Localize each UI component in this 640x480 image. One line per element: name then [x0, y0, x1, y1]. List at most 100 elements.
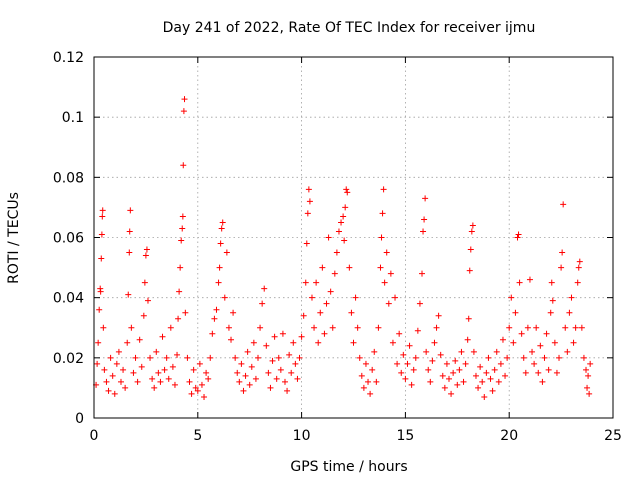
data-point: [95, 339, 102, 346]
data-point: [255, 354, 262, 361]
data-point: [184, 354, 191, 361]
data-point: [465, 315, 472, 322]
x-tick-label: 5: [193, 428, 202, 444]
data-point: [514, 234, 521, 241]
data-point: [487, 375, 494, 382]
data-point: [331, 270, 338, 277]
data-point: [109, 372, 116, 379]
data-point: [165, 375, 172, 382]
data-point: [196, 360, 203, 367]
data-point: [385, 300, 392, 307]
data-point: [99, 213, 106, 220]
data-point: [225, 324, 232, 331]
data-point: [340, 213, 347, 220]
data-point: [267, 384, 274, 391]
data-point: [248, 363, 255, 370]
data-point: [217, 240, 224, 247]
data-point: [379, 210, 386, 217]
data-point: [298, 333, 305, 340]
data-point: [265, 369, 272, 376]
data-point: [580, 354, 587, 361]
data-point: [381, 279, 388, 286]
data-point: [558, 264, 565, 271]
data-point: [228, 336, 235, 343]
data-point: [477, 363, 484, 370]
data-point: [375, 324, 382, 331]
data-point: [263, 342, 270, 349]
data-point: [423, 348, 430, 355]
data-point: [335, 228, 342, 235]
data-point: [223, 249, 230, 256]
data-point: [182, 309, 189, 316]
data-point: [99, 207, 106, 214]
axis-ticks: [93, 56, 614, 419]
data-point: [338, 219, 345, 226]
data-point: [190, 366, 197, 373]
data-point: [244, 348, 251, 355]
data-point: [421, 216, 428, 223]
data-point: [489, 387, 496, 394]
data-point: [380, 186, 387, 193]
data-point: [348, 309, 355, 316]
data-point: [317, 309, 324, 316]
data-point: [151, 384, 158, 391]
data-point: [188, 390, 195, 397]
data-point: [236, 378, 243, 385]
data-point: [169, 363, 176, 370]
data-point: [452, 357, 459, 364]
data-point: [281, 378, 288, 385]
data-point: [234, 369, 241, 376]
data-point: [117, 378, 124, 385]
data-point: [124, 339, 131, 346]
data-point: [246, 381, 253, 388]
data-point: [142, 252, 149, 259]
y-tick-label: 0.06: [53, 231, 84, 247]
data-point: [171, 381, 178, 388]
data-point: [467, 246, 474, 253]
data-point: [350, 339, 357, 346]
data-point: [515, 231, 522, 238]
data-point: [470, 348, 477, 355]
data-point: [257, 324, 264, 331]
data-point: [141, 279, 148, 286]
data-point: [134, 378, 141, 385]
data-point: [325, 234, 332, 241]
data-point: [400, 351, 407, 358]
data-point: [140, 312, 147, 319]
data-point: [392, 294, 399, 301]
x-tick-labels: 0 5 10 15 20 25: [90, 428, 622, 444]
data-point: [181, 96, 188, 103]
data-point: [342, 204, 349, 211]
data-point: [572, 324, 579, 331]
data-point: [402, 375, 409, 382]
data-point: [493, 348, 500, 355]
data-point: [548, 279, 555, 286]
data-point: [216, 264, 223, 271]
data-point: [499, 336, 506, 343]
data-point: [578, 324, 585, 331]
data-point: [313, 279, 320, 286]
data-point: [192, 384, 199, 391]
data-point: [427, 378, 434, 385]
data-points: [93, 96, 594, 400]
data-point: [378, 234, 385, 241]
data-point: [522, 369, 529, 376]
data-point: [398, 369, 405, 376]
data-point: [435, 312, 442, 319]
data-point: [308, 294, 315, 301]
data-point: [344, 189, 351, 196]
data-point: [305, 186, 312, 193]
data-point: [97, 288, 104, 295]
data-point: [163, 354, 170, 361]
data-point: [373, 378, 380, 385]
data-point: [396, 330, 403, 337]
data-point: [526, 276, 533, 283]
data-point: [128, 324, 135, 331]
data-point: [485, 354, 492, 361]
data-point: [495, 378, 502, 385]
data-point: [194, 387, 201, 394]
data-point: [209, 330, 216, 337]
data-point: [454, 381, 461, 388]
y-axis-label: ROTI / TECUs: [6, 192, 22, 284]
data-point: [518, 330, 525, 337]
